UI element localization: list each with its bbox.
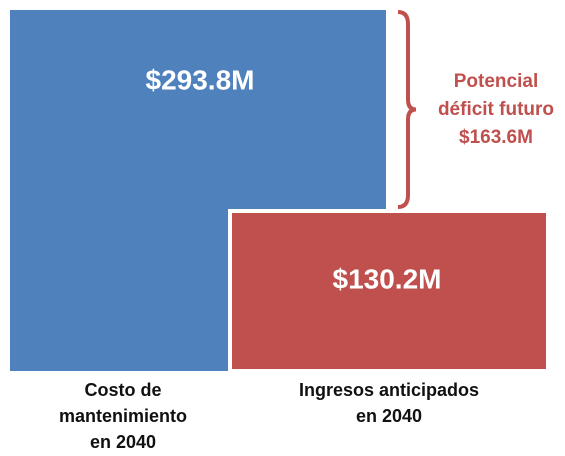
- bar: [228, 209, 550, 373]
- category-label: Ingresos anticipados en 2040: [298, 380, 480, 426]
- annotation-text: déficit futuro: [438, 99, 554, 120]
- value-label: $293.8M: [146, 64, 255, 95]
- deficit-brace: [397, 9, 417, 210]
- value-label: $130.2M: [333, 263, 442, 294]
- annotation-value: $163.6M: [459, 127, 533, 148]
- annotation-text: Potencial: [454, 71, 538, 92]
- category-label: Costo de mantenimiento en 2040: [58, 380, 187, 452]
